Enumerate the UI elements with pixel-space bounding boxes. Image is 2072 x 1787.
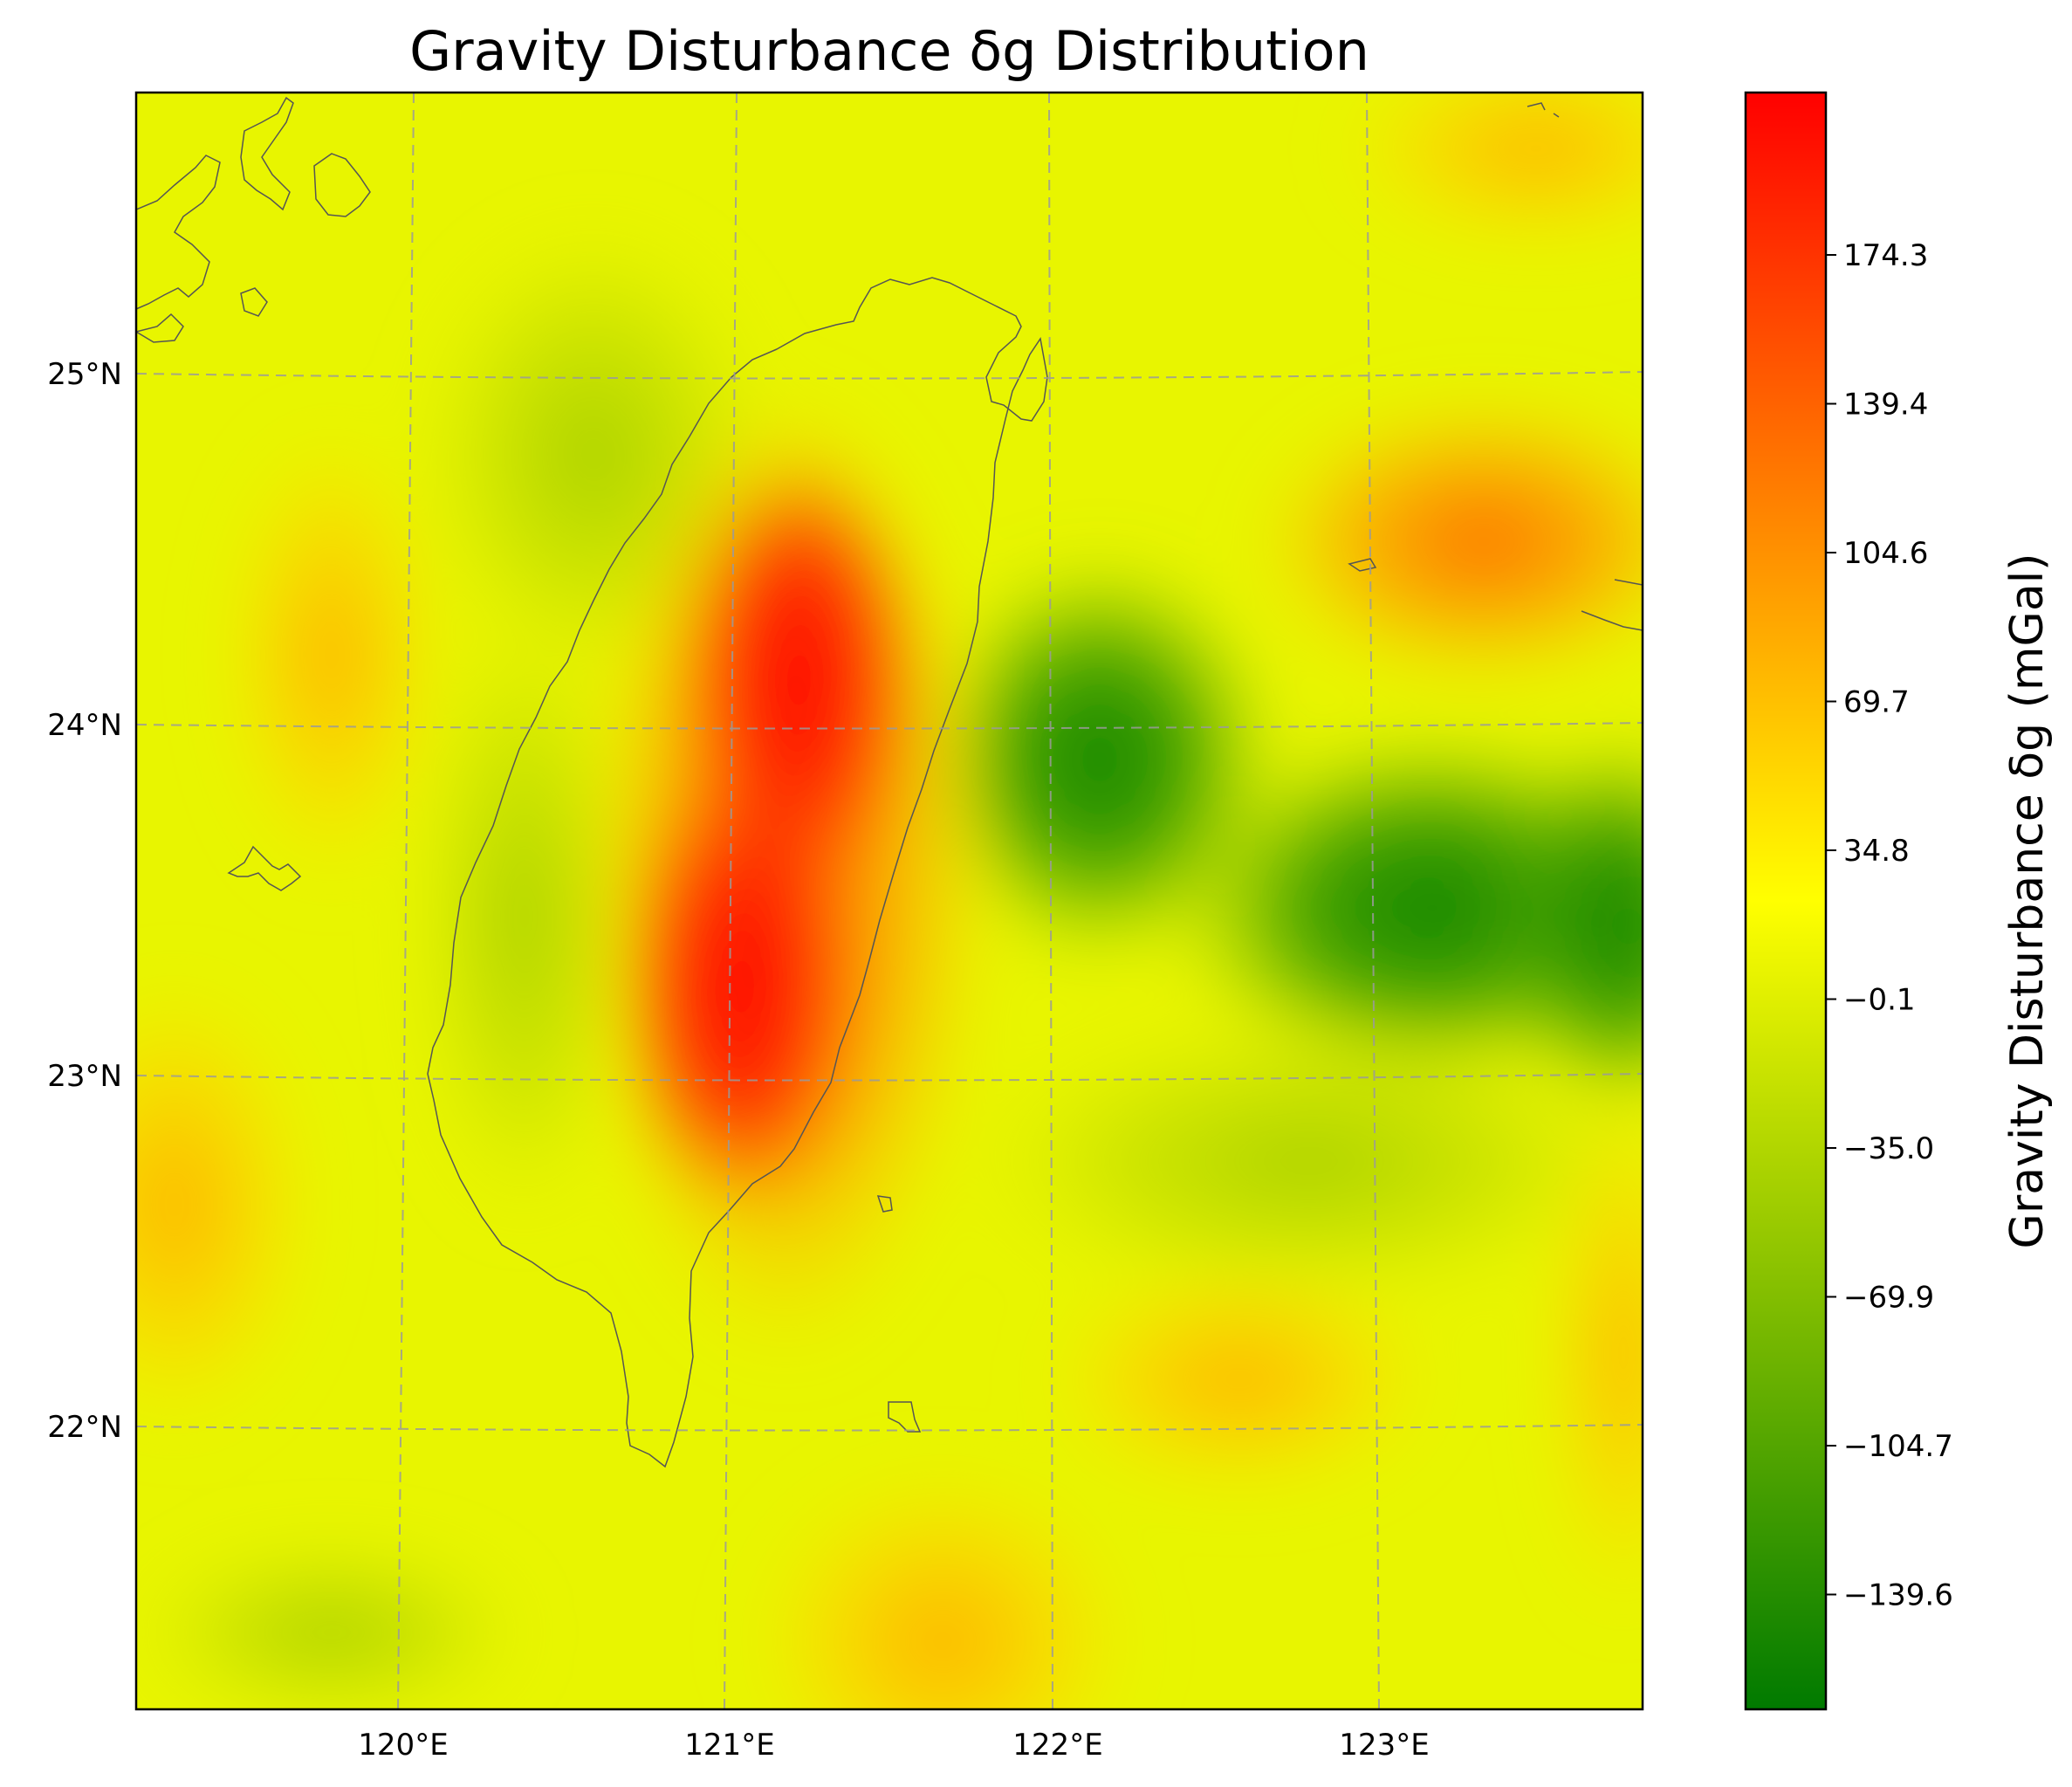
gridline-lat-23 xyxy=(136,1073,1643,1082)
map-area xyxy=(136,93,1643,1709)
coastline-green-island xyxy=(876,1195,893,1213)
lon-label-120: 120°E xyxy=(358,1728,448,1763)
colorbar: 174.3 139.4 104.6 69.7 34.8 −0.1 −35.0 −69.9 −10… xyxy=(1744,91,2054,1711)
lon-label-121: 121°E xyxy=(684,1728,774,1763)
gridlines xyxy=(136,93,1643,1709)
lat-label-22: 22°N xyxy=(47,1410,122,1445)
colorbar-tick-label: 139.4 xyxy=(1843,388,1928,423)
colorbar-ticks: 174.3 139.4 104.6 69.7 34.8 −0.1 −35.0 −69.9 −10… xyxy=(1826,238,1953,1613)
colorbar-tick-label: −35.0 xyxy=(1843,1131,1934,1166)
field-amber-nw xyxy=(227,428,436,882)
coastline-matsu xyxy=(1527,102,1560,118)
coastline-penghu xyxy=(227,845,302,891)
coastline-mainland xyxy=(136,96,371,343)
lon-label-123: 123°E xyxy=(1339,1728,1429,1763)
field-green-c xyxy=(1501,733,1643,1117)
lon-label-122: 122°E xyxy=(1012,1728,1102,1763)
coastline-yonaguni xyxy=(1348,558,1377,572)
colorbar-tick-label: 34.8 xyxy=(1843,834,1910,869)
field-red-south xyxy=(620,759,864,1213)
colorbar-tick-label: −0.1 xyxy=(1843,983,1916,1018)
colorbar-ramp xyxy=(1744,91,1828,1711)
gridline-lat-25 xyxy=(136,371,1643,380)
coastline-ryukyu xyxy=(1581,579,1643,631)
field-amber-se xyxy=(1047,1266,1431,1493)
gridline-lat-22 xyxy=(136,1424,1643,1432)
field-amber-south xyxy=(751,1467,1135,1709)
colorbar-label: Gravity Disturbance δg (mGal) xyxy=(2001,553,2054,1249)
colorbar-tick-label: −139.6 xyxy=(1843,1578,1953,1613)
gravity-field xyxy=(136,93,1643,1709)
gridline-lon-123 xyxy=(1366,93,1380,1709)
lat-label-23: 23°N xyxy=(47,1059,122,1094)
lat-label-25: 25°N xyxy=(47,357,122,392)
gridline-lon-120 xyxy=(397,93,415,1709)
field-orange-ne xyxy=(1257,402,1643,681)
lat-label-24: 24°N xyxy=(47,708,122,743)
gridline-lon-122 xyxy=(1048,93,1053,1709)
coastline-taiwan xyxy=(427,277,1048,1468)
field-lime-sea xyxy=(978,1021,1641,1301)
field-lime-sw xyxy=(140,1545,524,1709)
colorbar-tick-label: 69.7 xyxy=(1843,685,1910,720)
field-amber-ne-top xyxy=(1344,93,1643,244)
coastline-orchid-island xyxy=(888,1401,922,1433)
colorbar-tick-label: −104.7 xyxy=(1843,1429,1953,1464)
colorbar-tick-label: 104.6 xyxy=(1843,536,1928,571)
map-frame xyxy=(134,91,1644,1711)
field-lime-west xyxy=(419,611,628,1222)
gridline-lon-121 xyxy=(724,93,738,1709)
colorbar-tick-label: −69.9 xyxy=(1843,1281,1934,1316)
gridline-lat-24 xyxy=(136,722,1643,730)
chart-title: Gravity Disturbance δg Distribution xyxy=(409,19,1369,83)
coastlines xyxy=(136,96,1643,1468)
colorbar-tick-label: 174.3 xyxy=(1843,238,1928,273)
field-amber-west xyxy=(136,978,314,1432)
